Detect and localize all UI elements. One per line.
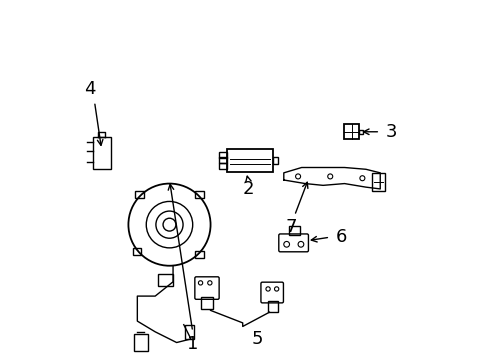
Text: 7: 7 <box>285 217 296 235</box>
Text: 4: 4 <box>84 80 96 98</box>
Text: 6: 6 <box>335 228 346 246</box>
Text: 5: 5 <box>251 330 262 348</box>
Text: 2: 2 <box>242 180 253 198</box>
Text: 1: 1 <box>186 336 198 354</box>
Text: 3: 3 <box>385 123 396 141</box>
